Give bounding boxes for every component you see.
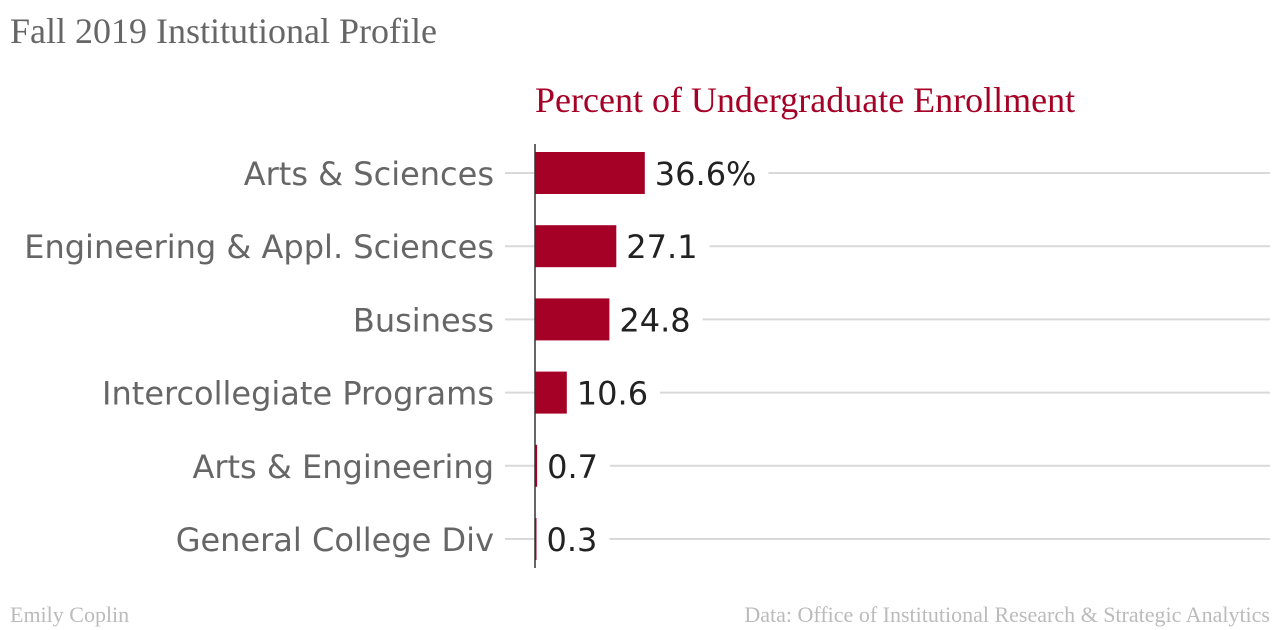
category-label: Intercollegiate Programs bbox=[102, 375, 494, 413]
bar bbox=[535, 225, 617, 268]
value-label: 36.6% bbox=[655, 155, 757, 193]
category-label: Business bbox=[353, 301, 494, 339]
credit-text: Emily Coplin bbox=[10, 602, 130, 627]
bars bbox=[535, 152, 645, 560]
value-label: 10.6 bbox=[577, 375, 648, 413]
value-label: 24.8 bbox=[619, 301, 690, 339]
value-labels: 36.6% 27.1 24.8 10.6 0.7 0.3 bbox=[547, 155, 757, 559]
bar bbox=[535, 444, 538, 487]
category-label: Engineering & Appl. Sciences bbox=[24, 228, 494, 266]
category-label: General College Div bbox=[176, 521, 494, 559]
bar bbox=[535, 298, 610, 341]
value-label: 27.1 bbox=[626, 228, 697, 266]
bar bbox=[535, 152, 645, 194]
category-label: Arts & Engineering bbox=[192, 448, 494, 486]
category-labels: Arts & Sciences Engineering & Appl. Scien… bbox=[24, 155, 494, 559]
bar bbox=[535, 371, 567, 414]
value-label: 0.7 bbox=[547, 448, 598, 486]
chart-title: Percent of Undergraduate Enrollment bbox=[535, 80, 1075, 120]
source-text: Data: Office of Institutional Research &… bbox=[744, 602, 1270, 627]
category-label: Arts & Sciences bbox=[244, 155, 494, 193]
page-title: Fall 2019 Institutional Profile bbox=[10, 11, 437, 51]
gridlines bbox=[505, 172, 1270, 540]
value-label: 0.3 bbox=[547, 521, 598, 559]
